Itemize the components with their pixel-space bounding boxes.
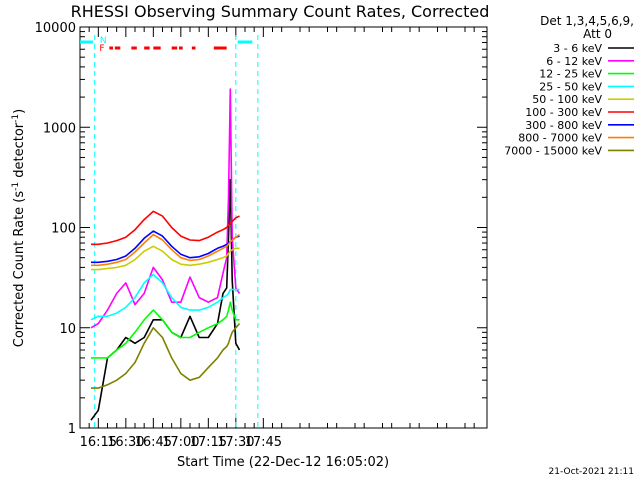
x-axis-label: Start Time (22-Dec-12 16:05:02) bbox=[177, 455, 389, 470]
legend-label-1: 6 - 12 keV bbox=[546, 55, 602, 68]
x-tick-label: 16:15 bbox=[80, 435, 117, 450]
legend-label-0: 3 - 6 keV bbox=[553, 42, 602, 55]
series-line-6 bbox=[91, 230, 240, 264]
plot-frame bbox=[79, 26, 488, 429]
series-line-4 bbox=[91, 245, 240, 271]
x-tick-label: 16:30 bbox=[107, 435, 144, 450]
series-line-1 bbox=[90, 88, 241, 329]
series-line-3 bbox=[90, 273, 240, 321]
y-tick-label: 10000 bbox=[35, 21, 76, 36]
y-tick-label: 1 bbox=[68, 422, 76, 437]
series-line-0 bbox=[90, 178, 241, 421]
y-axis-label-end: ) bbox=[12, 109, 27, 114]
series-line-8 bbox=[91, 323, 241, 389]
legend-label-6: 300 - 800 keV bbox=[525, 119, 602, 132]
night-flag-label: N bbox=[100, 36, 107, 46]
y-tick-label: 10 bbox=[59, 322, 76, 337]
series-line-5 bbox=[91, 210, 240, 246]
y-axis-ticks: 1 10 100 1000 10000 bbox=[35, 21, 487, 437]
legend-label-7: 800 - 7000 keV bbox=[518, 132, 602, 145]
y-tick-label: 100 bbox=[51, 222, 76, 237]
y-tick-label: 1000 bbox=[43, 121, 76, 136]
x-tick-label: 17:45 bbox=[245, 435, 282, 450]
legend-detectors: Det 1,3,4,5,6,9, bbox=[540, 14, 634, 28]
series-line-2 bbox=[91, 301, 240, 359]
chart-title: RHESSI Observing Summary Count Rates, Co… bbox=[71, 2, 490, 21]
x-tick-label: 17:00 bbox=[162, 435, 199, 450]
y-axis-label-main: Corrected Count Rate (s bbox=[12, 191, 27, 348]
flare-flag-label: F bbox=[99, 44, 104, 54]
y-axis-label: Corrected Count Rate (s-1 detector-1) bbox=[11, 109, 27, 347]
legend-label-5: 100 - 300 keV bbox=[525, 106, 602, 119]
legend-attenuator: Att 0 bbox=[583, 27, 612, 41]
series-line-7 bbox=[91, 233, 240, 267]
y-axis-label-sup2: -1 bbox=[11, 114, 21, 123]
legend-label-4: 50 - 100 keV bbox=[532, 93, 602, 106]
legend-label-8: 7000 - 15000 keV bbox=[504, 144, 602, 157]
x-tick-label: 16:45 bbox=[135, 435, 172, 450]
series-layer bbox=[90, 88, 241, 421]
x-tick-label: 17:30 bbox=[217, 435, 254, 450]
y-axis-label-sup1: -1 bbox=[11, 182, 21, 191]
legend-label-2: 12 - 25 keV bbox=[539, 68, 602, 81]
legend-label-3: 25 - 50 keV bbox=[539, 80, 602, 93]
timestamp: 21-Oct-2021 21:11 bbox=[549, 467, 634, 477]
y-axis-label-mid: detector bbox=[12, 122, 27, 182]
flag-bars: NF bbox=[80, 35, 259, 428]
x-tick-label: 17:15 bbox=[190, 435, 227, 450]
